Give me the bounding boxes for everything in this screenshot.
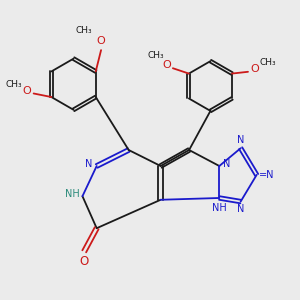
Text: N: N <box>237 204 244 214</box>
Text: N: N <box>85 159 92 169</box>
Text: CH₃: CH₃ <box>6 80 22 89</box>
Text: CH₃: CH₃ <box>259 58 276 68</box>
Text: O: O <box>162 60 171 70</box>
Text: O: O <box>23 85 32 96</box>
Text: O: O <box>97 36 105 46</box>
Text: =N: =N <box>259 170 274 180</box>
Text: O: O <box>80 255 89 268</box>
Text: O: O <box>250 64 259 74</box>
Text: CH₃: CH₃ <box>76 26 92 35</box>
Text: NH: NH <box>65 189 80 200</box>
Text: CH₃: CH₃ <box>148 51 164 60</box>
Text: N: N <box>237 135 244 146</box>
Text: NH: NH <box>212 203 227 213</box>
Text: N: N <box>224 159 231 169</box>
